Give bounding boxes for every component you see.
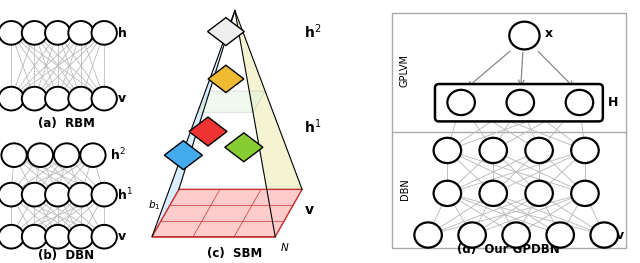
Circle shape bbox=[28, 143, 53, 167]
Circle shape bbox=[525, 181, 553, 206]
Circle shape bbox=[506, 90, 534, 115]
Polygon shape bbox=[207, 18, 244, 45]
Circle shape bbox=[572, 181, 599, 206]
Circle shape bbox=[22, 183, 47, 206]
Circle shape bbox=[68, 225, 93, 249]
Text: $\mathbf{H}$: $\mathbf{H}$ bbox=[607, 96, 618, 109]
Text: (c)  SBM: (c) SBM bbox=[207, 247, 262, 260]
Circle shape bbox=[566, 90, 593, 115]
FancyBboxPatch shape bbox=[392, 13, 626, 248]
Circle shape bbox=[0, 87, 24, 110]
Circle shape bbox=[92, 21, 117, 45]
Text: $\mathbf{h}^2$: $\mathbf{h}^2$ bbox=[110, 147, 125, 164]
Text: (b)  DBN: (b) DBN bbox=[38, 249, 94, 262]
Text: $b_1$: $b_1$ bbox=[148, 198, 160, 212]
Circle shape bbox=[0, 21, 24, 45]
Circle shape bbox=[547, 222, 574, 248]
Circle shape bbox=[479, 138, 507, 163]
Circle shape bbox=[68, 87, 93, 110]
Circle shape bbox=[45, 183, 70, 206]
Circle shape bbox=[0, 225, 24, 249]
Text: GPLVM: GPLVM bbox=[400, 54, 410, 87]
FancyBboxPatch shape bbox=[435, 84, 603, 122]
Text: $\mathbf{h}^1$: $\mathbf{h}^1$ bbox=[117, 186, 132, 203]
Polygon shape bbox=[189, 117, 227, 146]
Circle shape bbox=[434, 181, 461, 206]
Circle shape bbox=[92, 87, 117, 110]
Text: (d)  Our GPDBN: (d) Our GPDBN bbox=[456, 244, 559, 256]
Text: $N$: $N$ bbox=[280, 241, 289, 253]
Polygon shape bbox=[198, 91, 265, 112]
Circle shape bbox=[68, 183, 93, 206]
Circle shape bbox=[591, 222, 618, 248]
Circle shape bbox=[92, 183, 117, 206]
Polygon shape bbox=[235, 11, 302, 237]
Circle shape bbox=[45, 87, 70, 110]
Circle shape bbox=[0, 183, 24, 206]
Circle shape bbox=[22, 87, 47, 110]
Circle shape bbox=[572, 138, 599, 163]
Text: $\mathbf{v}$: $\mathbf{v}$ bbox=[117, 92, 127, 105]
Text: $\mathbf{x}$: $\mathbf{x}$ bbox=[543, 27, 554, 39]
Text: (a)  RBM: (a) RBM bbox=[38, 117, 95, 130]
Circle shape bbox=[92, 225, 117, 249]
Polygon shape bbox=[152, 11, 235, 237]
Circle shape bbox=[54, 143, 79, 167]
Circle shape bbox=[22, 225, 47, 249]
Text: DBN: DBN bbox=[400, 179, 410, 200]
Circle shape bbox=[434, 138, 461, 163]
Polygon shape bbox=[164, 141, 202, 170]
Text: $\mathbf{v}$: $\mathbf{v}$ bbox=[304, 203, 315, 218]
Circle shape bbox=[1, 143, 27, 167]
Circle shape bbox=[509, 22, 540, 49]
Circle shape bbox=[447, 90, 475, 115]
Text: $\mathbf{v}$: $\mathbf{v}$ bbox=[615, 229, 625, 241]
Text: $\mathbf{h}^2$: $\mathbf{h}^2$ bbox=[304, 22, 321, 41]
Circle shape bbox=[80, 143, 106, 167]
Polygon shape bbox=[208, 65, 244, 93]
Polygon shape bbox=[152, 189, 302, 237]
Circle shape bbox=[502, 222, 530, 248]
Circle shape bbox=[458, 222, 486, 248]
Circle shape bbox=[68, 21, 93, 45]
Circle shape bbox=[45, 21, 70, 45]
Text: $\mathbf{v}$: $\mathbf{v}$ bbox=[117, 230, 127, 243]
Circle shape bbox=[414, 222, 442, 248]
Circle shape bbox=[22, 21, 47, 45]
Polygon shape bbox=[225, 133, 263, 162]
Circle shape bbox=[45, 225, 70, 249]
Text: $\mathbf{h}$: $\mathbf{h}$ bbox=[117, 26, 127, 40]
Circle shape bbox=[479, 181, 507, 206]
Circle shape bbox=[525, 138, 553, 163]
Text: $\mathbf{h}^1$: $\mathbf{h}^1$ bbox=[304, 117, 321, 135]
